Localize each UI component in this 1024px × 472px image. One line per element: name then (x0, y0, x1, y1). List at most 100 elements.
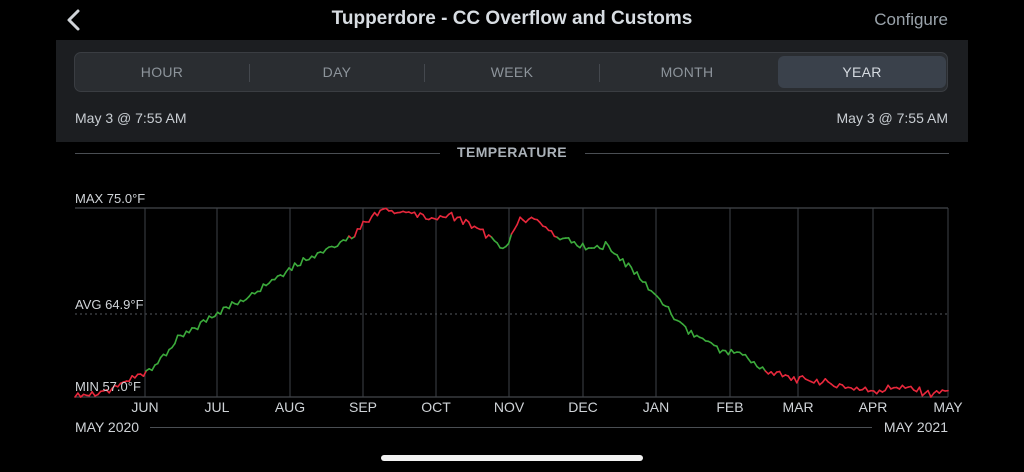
temperature-line-segment (214, 311, 219, 318)
temperature-line-segment (416, 212, 422, 219)
temperature-line-segment (359, 220, 364, 230)
temperature-line-segment (753, 361, 758, 368)
temperature-line-segment (659, 298, 664, 306)
time-range-panel: HOUR DAY WEEK MONTH YEAR May 3 @ 7:55 AM… (56, 40, 968, 142)
year-axis-line (150, 427, 872, 428)
temperature-line-segment (621, 258, 627, 268)
temperature-line-segment (282, 271, 287, 278)
temperature-line-segment (228, 301, 233, 310)
temperature-line-segment (353, 228, 359, 238)
temperature-line-segment (795, 376, 801, 384)
temperature-line-segment (581, 242, 587, 251)
temperature-line-segment (601, 240, 607, 251)
temperature-line-segment (182, 330, 188, 338)
temperature-line-segment (630, 266, 636, 275)
start-year-label: MAY 2020 (75, 419, 140, 435)
configure-button[interactable]: Configure (874, 10, 948, 29)
temperature-line-segment (299, 257, 305, 267)
segment-day[interactable]: DAY (322, 64, 352, 80)
temperature-line-segment (236, 299, 242, 306)
temperature-line-segment (482, 228, 487, 239)
temperature-line-segment (787, 375, 792, 381)
temperature-line-segment (567, 237, 573, 244)
temperature-line-segment (290, 262, 296, 272)
temperature-line-segment (716, 345, 721, 354)
temperature-line-segment (462, 218, 467, 226)
temperature-line-segment (644, 281, 650, 291)
month-label: JUL (205, 399, 230, 415)
temperature-line-segment (793, 376, 798, 384)
temperature-line-segment (422, 213, 427, 220)
month-label: SEP (349, 399, 377, 415)
temperature-line-segment (727, 348, 733, 356)
temperature-line-segment (667, 306, 673, 316)
range-start-label: May 3 @ 7:55 AM (75, 110, 187, 126)
home-indicator (381, 455, 643, 461)
temperature-line-segment (376, 209, 382, 217)
avg-label: AVG 64.9°F (75, 297, 144, 312)
temperature-line-segment (370, 211, 376, 218)
back-button[interactable] (62, 6, 86, 34)
segment-year[interactable]: YEAR (778, 56, 946, 88)
month-label: NOV (494, 399, 525, 415)
segment-hour[interactable]: HOUR (140, 64, 184, 80)
temperature-line-segment (142, 369, 148, 377)
month-label: MAY (933, 399, 963, 415)
nav-header: Tupperdore - CC Overflow and Customs Con… (0, 0, 1024, 40)
temperature-line-segment (219, 306, 225, 315)
page-title: Tupperdore - CC Overflow and Customs (331, 8, 693, 29)
temperature-line-segment (91, 391, 96, 397)
temperature-line-segment (459, 216, 464, 226)
min-label: MIN 57.0°F (75, 379, 141, 394)
temperature-line-segment (336, 241, 342, 247)
temperature-line-segment (467, 221, 473, 229)
temperature-chart[interactable]: MAX 75.0°F AVG 64.9°F MIN 57.0°F JUN JUL A… (0, 180, 1024, 420)
month-label: DEC (568, 399, 598, 415)
segment-divider (599, 64, 600, 82)
temperature-line-segment (670, 313, 675, 321)
temperature-line (74, 207, 949, 398)
temperature-line-segment (761, 366, 767, 372)
temperature-line-segment (636, 271, 641, 280)
month-label: FEB (716, 399, 743, 415)
temperature-line-segment (413, 211, 419, 219)
temperature-line-segment (927, 389, 932, 398)
temperature-line-segment (450, 211, 456, 222)
temperature-line-segment (573, 240, 578, 247)
temperature-line-segment (368, 215, 373, 223)
temperature-line-segment (313, 252, 319, 259)
month-label: AUG (275, 399, 305, 415)
temperature-line-segment (507, 233, 513, 245)
segment-week[interactable]: WEEK (490, 64, 534, 80)
temperature-line-segment (513, 223, 519, 231)
temperature-line-segment (627, 262, 633, 269)
chart-grid (75, 207, 949, 398)
temperature-section-title: TEMPERATURE (457, 144, 567, 160)
temperature-line-segment (744, 353, 750, 360)
range-end-label: May 3 @ 7:55 AM (836, 110, 948, 126)
temperature-line-segment (616, 254, 621, 262)
temperature-line-segment (171, 342, 176, 349)
temperature-line-segment (174, 334, 179, 345)
time-range-segmented-control: HOUR DAY WEEK MONTH YEAR (74, 52, 948, 92)
temperature-line-segment (345, 235, 350, 242)
temperature-line-segment (864, 386, 869, 393)
chevron-left-icon (67, 9, 80, 31)
temperature-line-segment (128, 375, 133, 382)
temperature-line-segment (516, 216, 521, 226)
temperature-line-segment (496, 242, 501, 249)
temperature-line-segment (196, 321, 202, 331)
temperature-line-segment (884, 384, 889, 392)
segment-month[interactable]: MONTH (660, 64, 714, 80)
temperature-line-segment (151, 364, 156, 372)
temperature-line-segment (259, 283, 265, 293)
temperature-line-segment (604, 240, 610, 247)
section-divider-left (75, 153, 440, 154)
temperature-line-segment (156, 356, 162, 365)
month-label: JUN (131, 399, 158, 415)
segment-divider (249, 64, 250, 82)
temperature-line-segment (918, 386, 924, 397)
temperature-line-segment (607, 244, 613, 253)
end-year-label: MAY 2021 (883, 419, 948, 435)
month-label: APR (859, 399, 888, 415)
